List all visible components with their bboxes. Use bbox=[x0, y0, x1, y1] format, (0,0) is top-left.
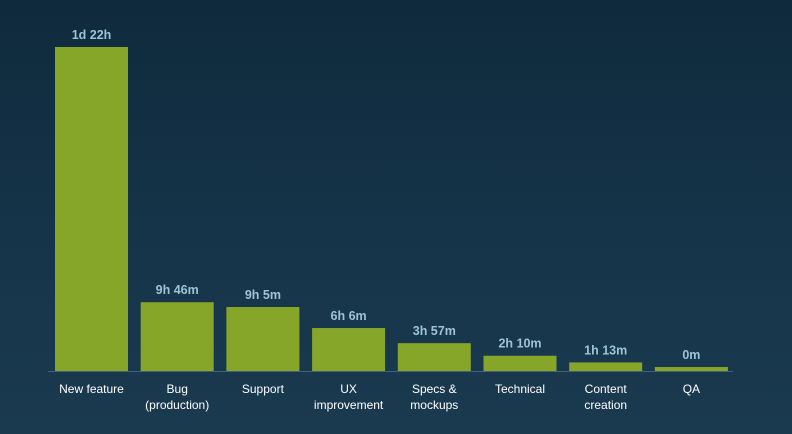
category-labels-group: New feature Bug (production) Support UX impro… bbox=[59, 382, 700, 412]
bar-2 bbox=[226, 307, 300, 371]
bar-4 bbox=[397, 343, 471, 371]
bar-3 bbox=[312, 328, 386, 371]
value-label-0: 1d 22h bbox=[72, 28, 112, 42]
category-label-5: Technical bbox=[495, 382, 545, 396]
value-labels-group: 1d 22h 9h 46m 9h 5m 6h 6m 3h 57m 2h 10m 1h 13m… bbox=[72, 28, 701, 362]
category-label-7: QA bbox=[683, 382, 700, 396]
bar-1 bbox=[140, 302, 214, 371]
bar-7 bbox=[654, 367, 728, 371]
bar-0 bbox=[55, 47, 128, 371]
category-label-2: Support bbox=[242, 382, 285, 396]
value-label-3: 6h 6m bbox=[331, 309, 367, 323]
category-label-1: Bug (production) bbox=[145, 382, 209, 412]
value-label-4: 3h 57m bbox=[413, 324, 456, 338]
value-label-7: 0m bbox=[682, 348, 700, 362]
category-label-6: Content creation bbox=[584, 382, 627, 412]
bar-5 bbox=[483, 355, 557, 371]
category-label-0: New feature bbox=[59, 382, 124, 396]
value-label-5: 2h 10m bbox=[498, 337, 541, 351]
category-label-3: UX improvement bbox=[314, 382, 384, 412]
value-label-2: 9h 5m bbox=[245, 288, 281, 302]
category-label-4: Specs & mockups bbox=[410, 382, 458, 412]
bar-6 bbox=[569, 362, 643, 371]
value-label-6: 1h 13m bbox=[584, 343, 627, 357]
bars-group bbox=[55, 47, 728, 371]
value-label-1: 9h 46m bbox=[156, 283, 199, 297]
